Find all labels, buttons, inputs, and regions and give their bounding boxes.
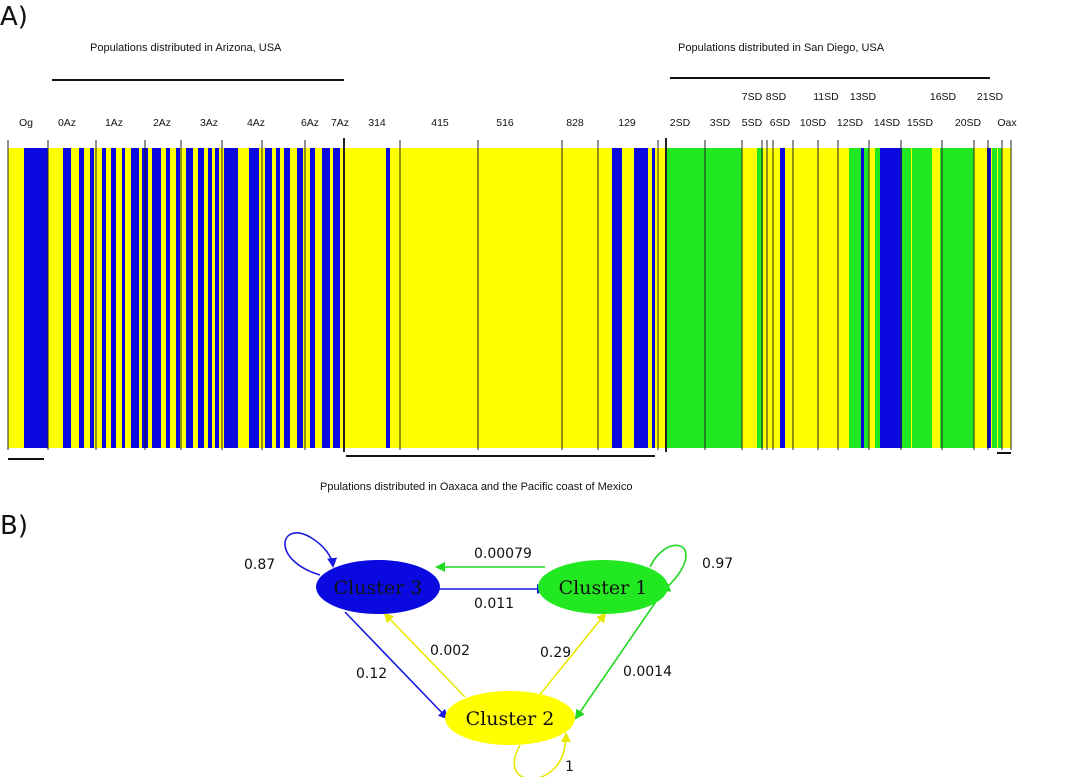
edge-c3-to-c2 <box>344 611 449 720</box>
pop-label-8sd: 8SD <box>765 91 787 103</box>
pop-label-7sd: 7SD <box>741 91 763 103</box>
label-c1-to-c2: 0.0014 <box>623 664 672 680</box>
pop-label-314: 314 <box>368 117 386 129</box>
edge-c2-to-c3 <box>383 612 466 698</box>
pop-label-0az: 0Az <box>57 117 77 129</box>
label-c1-self: 0.97 <box>702 556 733 572</box>
pop-label-828: 828 <box>566 117 584 129</box>
node-cluster-2-label: Cluster 2 <box>466 708 555 730</box>
population-separators <box>7 138 1012 452</box>
node-cluster-1-label: Cluster 1 <box>559 577 648 599</box>
sandiego-blue-bars <box>780 148 991 448</box>
oaxaca-label: Ppulations distributed in Oaxaca and the… <box>320 481 633 493</box>
sandiego-label: Populations distributed in San Diego, US… <box>678 42 885 54</box>
label-c3-to-c1: 0.011 <box>474 596 514 612</box>
label-c2-self: 1 <box>565 759 574 775</box>
pop-label-11sd: 11SD <box>813 91 839 103</box>
pop-label-21sd: 21SD <box>976 91 1004 103</box>
pop-label-415: 415 <box>431 117 449 129</box>
edge-c2-to-c1 <box>537 612 607 698</box>
pop-label-10sd: 10SD <box>799 117 827 129</box>
pop-label-129: 129 <box>618 117 636 129</box>
oaxaca-blue-bars <box>386 148 655 448</box>
pop-label-oax: Oax <box>997 117 1017 129</box>
pop-label-12sd: 12SD <box>836 117 864 129</box>
pop-label-6sd: 6SD <box>769 117 791 129</box>
pop-label-7az: 7Az <box>330 117 350 129</box>
sandiego-bracket <box>670 77 990 79</box>
pop-label-14sd: 14SD <box>873 117 901 129</box>
label-c3-self: 0.87 <box>244 557 275 573</box>
arizona-label: Populations distributed in Arizona, USA <box>90 42 282 54</box>
pop-label-20sd: 20SD <box>954 117 982 129</box>
panel-b-label: B) <box>0 511 28 541</box>
label-c2-to-c1: 0.29 <box>540 645 571 661</box>
arizona-bracket <box>52 79 344 81</box>
pop-label-og: Og <box>18 117 34 129</box>
node-cluster-3 <box>316 560 440 614</box>
label-c2-to-c3: 0.002 <box>430 643 470 659</box>
pop-label-13sd: 13SD <box>849 91 877 103</box>
pop-label-3sd: 3SD <box>709 117 731 129</box>
pop-label-2sd: 2SD <box>669 117 691 129</box>
pop-label-5sd: 5SD <box>741 117 763 129</box>
pop-label-516: 516 <box>496 117 514 129</box>
label-c3-to-c2: 0.12 <box>356 666 387 682</box>
pop-label-15sd: 15SD <box>906 117 934 129</box>
pop-label-1az: 1Az <box>104 117 124 129</box>
panel-a-label: A) <box>0 2 28 32</box>
pop-label-16sd: 16SD <box>929 91 957 103</box>
pop-label-3az: 3Az <box>199 117 219 129</box>
node-cluster-2 <box>445 691 575 745</box>
edge-c3-self <box>284 532 338 576</box>
label-c1-to-c3: 0.00079 <box>474 546 532 562</box>
edge-c1-to-c2 <box>574 599 658 720</box>
pop-label-6az: 6Az <box>300 117 320 129</box>
edge-c2-self <box>513 732 571 777</box>
node-cluster-1 <box>538 560 668 614</box>
pop-label-2az: 2Az <box>152 117 172 129</box>
node-cluster-3-label: Cluster 3 <box>334 577 423 599</box>
pop-label-4az: 4Az <box>246 117 266 129</box>
